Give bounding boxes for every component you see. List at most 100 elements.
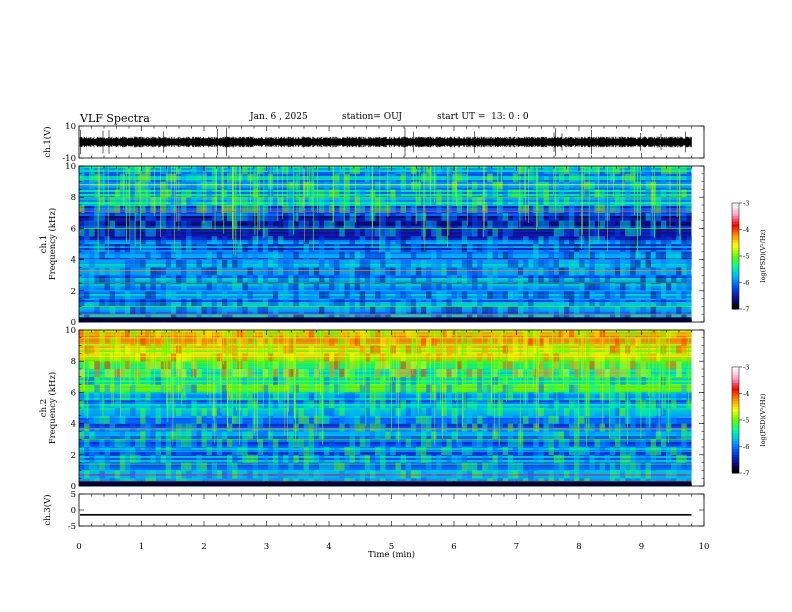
ch2-spectrogram-cell — [232, 345, 238, 354]
ch2-spectrogram-cell — [334, 330, 340, 339]
ch1-spectrogram-cell — [410, 251, 417, 260]
ch1-spectrogram-cell — [686, 251, 692, 260]
ch1-spectrogram-cell — [630, 283, 636, 292]
ch2-spectrogram-cell — [533, 454, 539, 463]
ch2-spectrogram-cell — [89, 384, 95, 393]
ch1-spectrogram-cell — [155, 236, 161, 245]
ch1-spectrogram-cell — [630, 306, 636, 315]
ch1-spectrogram-cell — [548, 212, 554, 221]
ch2-spectrogram-cell — [630, 454, 636, 463]
ch2-spectrogram-cell — [431, 439, 437, 448]
ch2-spectrogram-cell — [165, 454, 172, 463]
ch2-spectrogram-cell — [79, 454, 85, 463]
ch2-spectrogram-cell — [451, 431, 458, 440]
ch2-spectrogram-cell — [385, 345, 391, 354]
panel-4-axes: 50-5ch.3(V) — [42, 490, 705, 532]
ch1-spectrogram-cell — [426, 306, 432, 315]
ch2-spectrogram-cell — [655, 392, 662, 401]
ch1-spectrogram-cell — [247, 236, 253, 245]
ch2-spectrogram-cell — [630, 462, 636, 471]
ch2-spectrogram-cell — [410, 361, 417, 370]
ch2-spectrogram-cell — [247, 423, 253, 432]
ch2-spectrogram-cell — [303, 423, 309, 432]
ch2-spectrogram-cell — [221, 470, 228, 479]
ch2-spectrogram-cell — [456, 400, 463, 409]
ch2-spectrogram-cell — [466, 408, 473, 417]
ch2-spectrogram-cell — [451, 454, 458, 463]
ch1-spectrogram-cell — [181, 306, 187, 315]
ch2-spectrogram-cell — [288, 376, 294, 385]
ch1-spectrogram-cell — [415, 212, 422, 221]
ch2-spectrogram-cell — [650, 392, 657, 401]
ch2-spectrogram-cell — [186, 462, 192, 471]
ch1-spectrogram-cell — [686, 283, 692, 292]
ch1-spectrogram-cell — [334, 275, 340, 284]
ch1-spectrogram-cell — [339, 283, 345, 292]
ch1-spectrogram-cell — [278, 236, 284, 245]
ch2-spectrogram-cell — [686, 369, 692, 378]
ch2-spectrogram-cell — [543, 431, 549, 440]
ch1-spectrogram-cell — [130, 173, 136, 182]
ch1-spectrogram-cell — [232, 189, 238, 198]
ch1-spectrogram-cell — [186, 220, 192, 229]
ch1-spectrogram-cell — [420, 283, 427, 292]
ch1-spectrogram-cell — [553, 197, 560, 206]
ch2-spectrogram-cell — [359, 384, 366, 393]
ch1-spectrogram-cell — [150, 205, 156, 214]
ch2-spectrogram-cell — [252, 462, 258, 471]
ch1-spectrogram-cell — [645, 173, 651, 182]
ch1-spectrogram-cell — [538, 275, 544, 284]
ch1-spectrogram-cell — [502, 212, 509, 221]
ch1-spectrogram-cell — [94, 173, 100, 182]
ch2-spectrogram-cell — [574, 447, 580, 456]
ch2-spectrogram-cell — [579, 408, 585, 417]
ch2-colorbar-cell — [732, 401, 739, 405]
ch1-spectrogram-cell — [543, 267, 549, 276]
ch1-spectrogram-cell — [114, 205, 121, 214]
ch2-spectrogram-cell — [660, 415, 667, 424]
ch2-spectrogram-cell — [543, 415, 549, 424]
ch1-spectrogram-cell — [563, 306, 570, 315]
ch2-spectrogram-cell — [375, 369, 381, 378]
ch2-spectrogram-cell — [497, 400, 503, 409]
ch1-spectrogram-cell — [206, 267, 213, 276]
ch1-spectrogram-cell — [563, 290, 570, 299]
ch1-spectrogram-cell — [420, 259, 427, 268]
ch2-spectrogram-cell — [354, 361, 361, 370]
ch2-spectrogram-cell — [313, 470, 320, 479]
ch2-spectrogram-cell — [201, 439, 207, 448]
ch2-spectrogram-cell — [614, 423, 621, 432]
ch2-spectrogram-cell — [431, 400, 437, 409]
ch2-spectrogram-cell — [318, 392, 325, 401]
ch1-spectrogram-cell — [665, 228, 672, 237]
ch2-spectrogram-cell — [318, 376, 325, 385]
ch2-spectrogram-cell — [165, 408, 172, 417]
ch2-spectrogram-cell — [221, 431, 228, 440]
ch1-spectrogram-cell — [170, 244, 177, 253]
ch1-spectrogram-cell — [140, 181, 146, 190]
ch1-spectrogram-cell — [114, 244, 121, 253]
ch2-colorbar-cell — [732, 443, 739, 447]
ch2-spectrogram-cell — [186, 439, 192, 448]
ch1-spectrogram-cell — [594, 228, 600, 237]
ch2-spectrogram-cell — [395, 400, 401, 409]
ch2-spectrogram-cell — [278, 470, 284, 479]
ch2-spectrogram-cell — [262, 384, 269, 393]
ch2-spectrogram-band — [79, 372, 692, 375]
ch1-spectrogram-cell — [584, 189, 590, 198]
ch1-spectrogram-cell — [109, 267, 116, 276]
ch1-spectrogram-cell — [461, 228, 468, 237]
ch2-spectrogram-cell — [563, 415, 570, 424]
ch2-spectrogram-cell — [272, 361, 279, 370]
ch2-spectrogram-cell — [298, 439, 304, 448]
ch2-spectrogram-cell — [278, 345, 284, 354]
ch1-spectrogram-cell — [645, 275, 651, 284]
ch2-spectrogram-cell — [589, 392, 595, 401]
ch2-spectrogram-cell — [216, 376, 223, 385]
ch1-spectrogram-cell — [130, 259, 136, 268]
ch2-spectrogram-cell — [507, 431, 514, 440]
ch1-spectrogram-cell — [665, 166, 672, 175]
ch2-spectrogram-cell — [278, 400, 284, 409]
ch1-spectrogram-cell — [181, 259, 187, 268]
ch1-spectrogram-cell — [232, 212, 238, 221]
